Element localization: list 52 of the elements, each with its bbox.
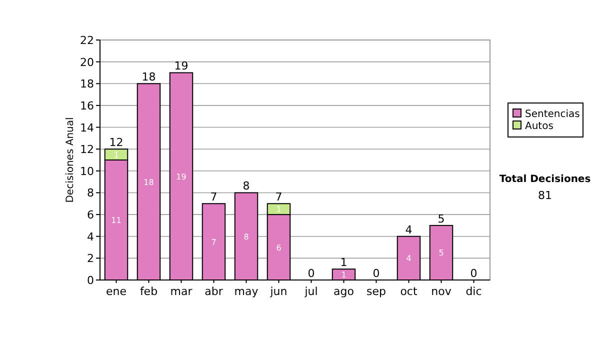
x-tick-label: jul — [304, 285, 318, 298]
y-tick-label: 16 — [80, 99, 94, 112]
data-label: 18 — [144, 178, 154, 187]
y-tick-label: 18 — [80, 78, 94, 91]
y-tick-label: 4 — [87, 230, 94, 244]
data-label: 1 — [114, 150, 119, 160]
total-label: 18 — [142, 70, 156, 84]
x-tick-label: abr — [204, 285, 224, 298]
legend-label: Sentencias — [525, 109, 580, 120]
total-label: 0 — [470, 267, 478, 280]
x-tick-label: ago — [334, 285, 354, 298]
data-label: 1 — [276, 205, 282, 214]
y-axis-title: Decisiones Anual — [65, 117, 76, 203]
y-tick-label: 12 — [80, 143, 94, 156]
y-tick-label: 6 — [87, 208, 94, 222]
total-label: 7 — [275, 190, 282, 204]
y-tick-label: 10 — [80, 164, 94, 178]
data-label: 11 — [111, 216, 122, 225]
x-tick-label: mar — [170, 285, 193, 298]
x-tick-label: may — [234, 285, 259, 298]
data-label: 6 — [276, 243, 282, 252]
total-label: 12 — [109, 136, 124, 150]
data-label: 8 — [244, 232, 249, 242]
total-label: 0 — [308, 267, 315, 280]
y-tick-label: 0 — [87, 274, 94, 287]
legend-label: Autos — [525, 121, 554, 132]
total-label: 0 — [372, 267, 380, 280]
y-tick-label: 22 — [80, 34, 94, 47]
x-tick-label: ene — [106, 285, 127, 298]
y-tick-label: 2 — [87, 252, 94, 266]
data-label: 5 — [438, 248, 444, 258]
x-tick-label: nov — [431, 285, 452, 298]
data-label: 1 — [341, 270, 346, 280]
total-label: 4 — [405, 223, 412, 236]
text: 81 — [538, 189, 552, 202]
data-label: 19 — [176, 172, 186, 182]
x-tick-label: feb — [140, 285, 158, 298]
y-tick-label: 20 — [80, 56, 94, 69]
y-tick-label: 14 — [80, 121, 94, 134]
total-label: 8 — [242, 180, 250, 193]
total-label: 7 — [210, 190, 218, 204]
x-tick-label: jun — [269, 285, 288, 298]
data-label: 4 — [406, 254, 412, 264]
x-tick-label: sep — [366, 285, 386, 298]
x-tick-label: oct — [400, 285, 418, 298]
total-label: 1 — [340, 256, 348, 270]
total-label: 5 — [438, 212, 445, 226]
text: Total Decisiones — [499, 174, 591, 185]
total-label: 19 — [174, 60, 188, 73]
data-label: 7 — [211, 238, 216, 247]
x-tick-label: dic — [466, 285, 482, 298]
y-tick-label: 8 — [87, 186, 94, 200]
